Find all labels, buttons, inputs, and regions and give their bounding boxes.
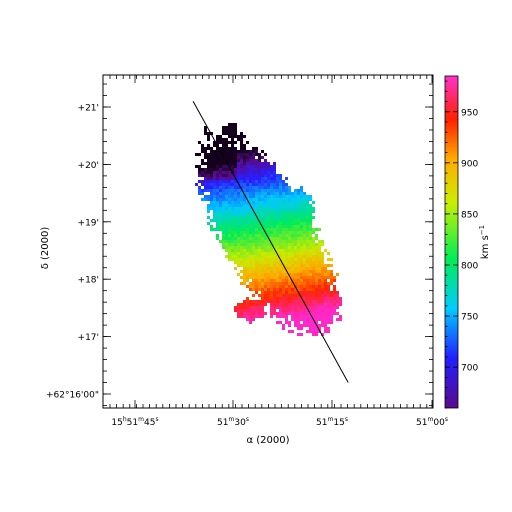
- slit-position-line: [192, 101, 349, 383]
- colorbar-tick-label: 700: [461, 364, 478, 374]
- x-tick-label: 51m15s: [316, 416, 348, 428]
- colorbar-tick-label: 850: [461, 210, 478, 220]
- y-tick-label: +19': [78, 218, 99, 228]
- x-tick-label: 15h51m45s: [111, 416, 158, 428]
- colorbar: [444, 75, 459, 409]
- x-tick-label: 51m00s: [416, 416, 448, 428]
- y-tick-label: +18': [78, 276, 99, 286]
- y-tick-label: +17': [78, 333, 99, 343]
- y-axis: +62°16'00" +17' +18' +19' +20' +21': [46, 83, 433, 406]
- y-axis-label: δ (2000): [40, 227, 51, 270]
- y-tick-label: +20': [78, 161, 99, 171]
- y-tick-label: +62°16'00": [46, 391, 99, 401]
- x-tick-label: 51m30s: [217, 416, 249, 428]
- colorbar-label: km s−1: [478, 225, 491, 259]
- y-tick-label: +21': [78, 104, 99, 114]
- colorbar-tick-label: 800: [461, 261, 478, 271]
- colorbar-tick-label: 950: [461, 108, 478, 118]
- velocity-map: [195, 123, 342, 336]
- x-axis: 15h51m45s 51m30s 51m15s 51m00s: [109, 75, 448, 428]
- x-axis-label: α (2000): [246, 435, 289, 446]
- colorbar-tick-label: 900: [461, 159, 478, 169]
- colorbar-tick-label: 750: [461, 313, 478, 323]
- colorbar-axis: 700 750 800 850 900 950: [445, 80, 478, 409]
